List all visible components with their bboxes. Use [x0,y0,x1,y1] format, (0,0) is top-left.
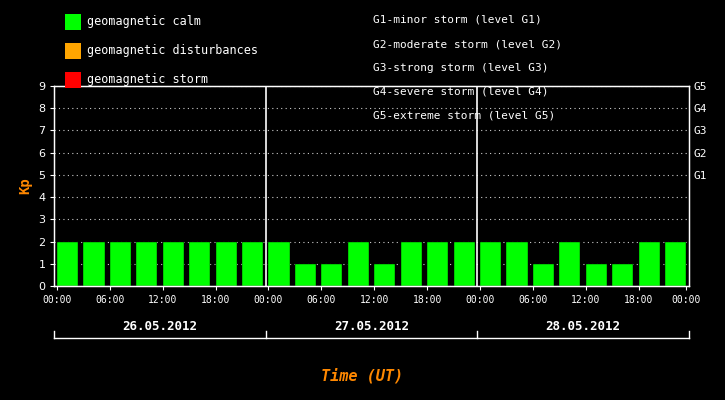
Bar [268,242,289,286]
Text: geomagnetic disturbances: geomagnetic disturbances [87,44,258,57]
Bar [612,264,633,286]
Bar [242,242,263,286]
Text: 27.05.2012: 27.05.2012 [334,320,409,332]
Bar [215,242,237,286]
Bar [83,242,104,286]
Text: Time (UT): Time (UT) [321,368,404,384]
Bar [162,242,184,286]
Text: 28.05.2012: 28.05.2012 [545,320,621,332]
Bar [295,264,316,286]
Bar [427,242,448,286]
Bar [110,242,131,286]
Bar [665,242,686,286]
Y-axis label: Kp: Kp [19,178,33,194]
Text: 26.05.2012: 26.05.2012 [123,320,198,332]
Bar [559,242,581,286]
Bar [348,242,369,286]
Text: geomagnetic calm: geomagnetic calm [87,16,201,28]
Bar [506,242,528,286]
Bar [586,264,607,286]
Bar [533,264,554,286]
Text: G3-strong storm (level G3): G3-strong storm (level G3) [373,63,549,73]
Bar [57,242,78,286]
Bar [321,264,342,286]
Bar [480,242,501,286]
Text: G5-extreme storm (level G5): G5-extreme storm (level G5) [373,111,555,121]
Bar [454,242,475,286]
Text: geomagnetic storm: geomagnetic storm [87,73,208,86]
Bar [136,242,157,286]
Bar [189,242,210,286]
Bar [374,264,395,286]
Text: G1-minor storm (level G1): G1-minor storm (level G1) [373,15,542,25]
Text: G4-severe storm (level G4): G4-severe storm (level G4) [373,87,549,97]
Bar [401,242,422,286]
Text: G2-moderate storm (level G2): G2-moderate storm (level G2) [373,39,563,49]
Bar [639,242,660,286]
